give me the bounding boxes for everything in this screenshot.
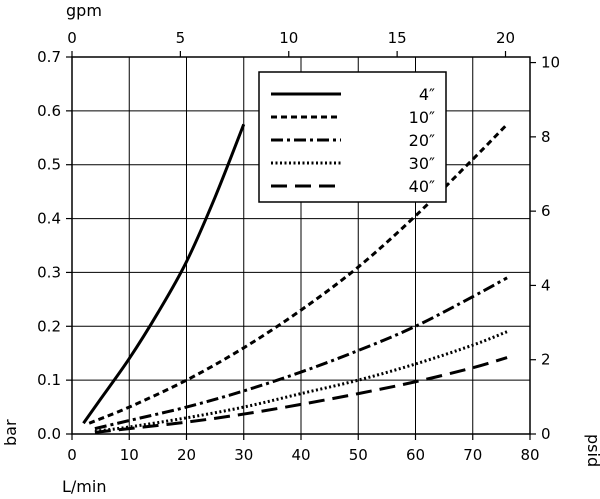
y-axis-left-label: bar <box>1 419 20 446</box>
y-left-tick-label: 0.3 <box>37 263 61 281</box>
legend-label: 20″ <box>409 131 435 150</box>
legend-label: 40″ <box>409 177 435 196</box>
x-bottom-tick-label: 50 <box>349 446 368 464</box>
x-bottom-tick-label: 20 <box>177 446 196 464</box>
y-axis-right-label: psid <box>584 434 600 467</box>
x-top-tick-label: 20 <box>496 29 515 47</box>
series-lines <box>82 123 509 434</box>
x-bottom-tick-label: 30 <box>234 446 253 464</box>
x-bottom-tick-label: 0 <box>67 446 77 464</box>
x-bottom-tick-label: 40 <box>291 446 310 464</box>
y-right-tick-label: 8 <box>541 128 551 146</box>
axis-ticks: 0 10 20 30 40 50 60 70 800 5 10 15 200.00.10.20.30.4… <box>37 29 560 464</box>
y-right-tick-label: 2 <box>541 351 551 369</box>
x-bottom-tick-label: 80 <box>520 446 539 464</box>
legend-label: 30″ <box>409 154 435 173</box>
series-line-1 <box>82 123 246 425</box>
x-bottom-tick-label: 10 <box>120 446 139 464</box>
y-right-tick-label: 10 <box>541 54 560 72</box>
y-left-tick-label: 0.5 <box>37 156 61 174</box>
series-line-5 <box>94 356 508 434</box>
series-line-2 <box>88 123 509 425</box>
y-left-tick-label: 0.0 <box>37 425 61 443</box>
x-axis-bottom-label: L/min <box>62 477 106 496</box>
legend: 4″ 10″ 20″ 30″ 40″ <box>258 71 447 203</box>
x-bottom-tick-label: 70 <box>463 446 482 464</box>
y-right-tick-label: 0 <box>541 425 551 443</box>
series-line-3 <box>94 276 508 431</box>
y-right-tick-label: 4 <box>541 276 551 294</box>
legend-label: 4″ <box>419 85 435 104</box>
y-left-tick-label: 0.6 <box>37 102 61 120</box>
series-line-4 <box>94 330 508 433</box>
y-right-tick-label: 6 <box>541 202 551 220</box>
y-left-tick-label: 0.7 <box>37 48 61 66</box>
x-top-tick-label: 0 <box>67 29 77 47</box>
x-top-tick-label: 10 <box>279 29 298 47</box>
x-bottom-tick-label: 60 <box>406 446 425 464</box>
x-top-tick-label: 15 <box>388 29 407 47</box>
y-left-tick-label: 0.2 <box>37 317 61 335</box>
y-left-tick-label: 0.1 <box>37 371 61 389</box>
legend-label: 10″ <box>409 108 435 127</box>
x-top-tick-label: 5 <box>176 29 186 47</box>
y-left-tick-label: 0.4 <box>37 210 61 228</box>
x-axis-top-label: gpm <box>66 1 102 20</box>
